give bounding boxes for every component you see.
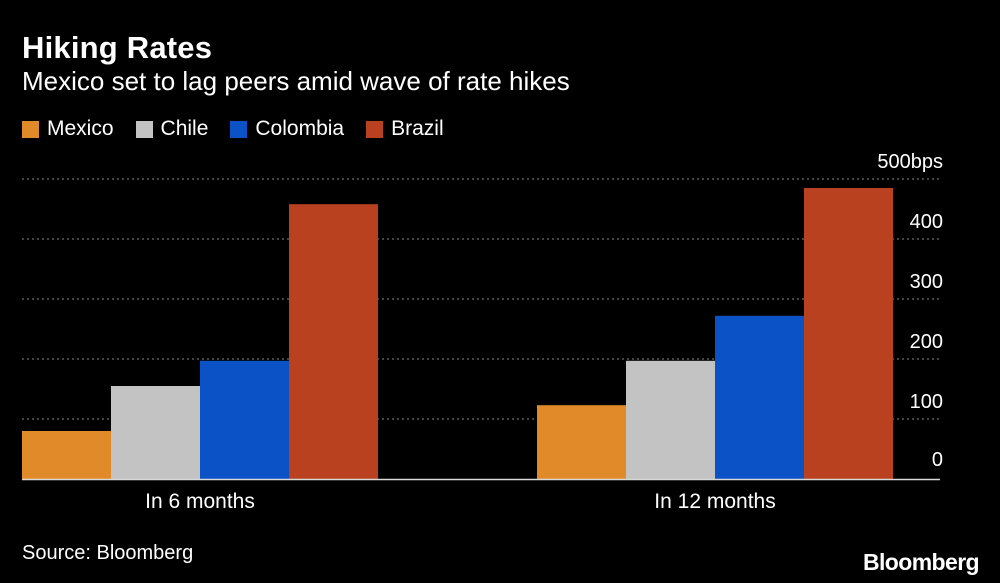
bar-brazil-6-months [289, 204, 378, 479]
chart-subtitle: Mexico set to lag peers amid wave of rat… [22, 66, 570, 96]
legend: Mexico Chile Colombia Brazil [22, 117, 466, 141]
x-category-label: In 12 months [654, 490, 775, 513]
y-tick-label: 100 [910, 391, 943, 413]
legend-label-chile: Chile [160, 117, 209, 140]
bar-mexico-12-months [537, 405, 626, 479]
legend-swatch-chile [135, 120, 153, 138]
bar-mexico-6-months [22, 431, 111, 479]
bar-chile-6-months [111, 386, 200, 479]
y-tick-label: 300 [910, 271, 943, 293]
bars [22, 188, 893, 479]
legend-item-brazil: Brazil [366, 117, 444, 141]
bar-brazil-12-months [804, 188, 893, 479]
legend-item-chile: Chile [135, 117, 209, 141]
bar-chile-12-months [626, 360, 715, 479]
legend-label-colombia: Colombia [255, 117, 345, 140]
chart-title: Hiking Rates [22, 30, 213, 65]
source-note: Source: Bloomberg [22, 542, 194, 564]
y-tick-label: 0 [932, 449, 943, 471]
legend-label-mexico: Mexico [47, 117, 114, 140]
legend-item-colombia: Colombia [230, 117, 344, 141]
legend-swatch-colombia [230, 120, 248, 138]
axes: 0 100 200 300 400 500bps In 6 months In 12 mont… [22, 151, 943, 513]
bar-colombia-12-months [715, 315, 804, 479]
bar-colombia-6-months [200, 360, 289, 479]
bloomberg-logo: Bloomberg [863, 549, 980, 575]
x-category-label: In 6 months [145, 490, 255, 513]
legend-label-brazil: Brazil [391, 117, 444, 140]
legend-item-mexico: Mexico [22, 117, 114, 141]
legend-swatch-mexico [22, 120, 39, 138]
y-tick-label: 500bps [877, 151, 943, 173]
y-tick-label: 200 [910, 331, 943, 353]
y-tick-label: 400 [910, 211, 943, 233]
legend-swatch-brazil [366, 120, 384, 138]
